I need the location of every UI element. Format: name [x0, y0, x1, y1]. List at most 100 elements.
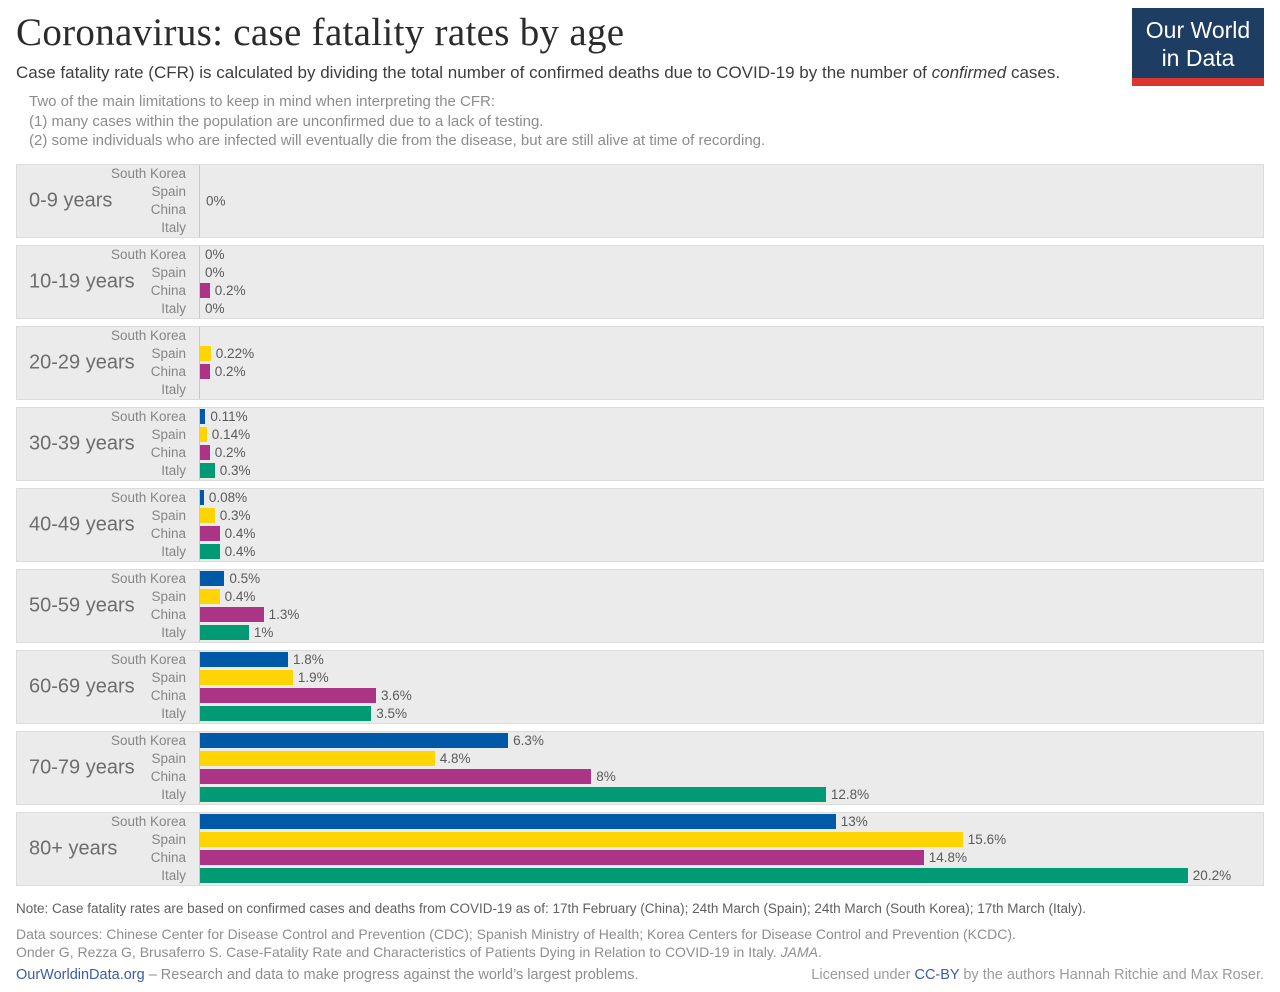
axis-line [199, 164, 200, 237]
bar-area: 13% [193, 813, 868, 831]
axis-line [199, 569, 200, 642]
bar-area: 3.5% [193, 705, 407, 723]
axis-line [199, 326, 200, 399]
bar-row-italy: Italy 12.8% [17, 786, 1263, 804]
country-label: Italy [161, 382, 186, 397]
citation-text: Onder G, Rezza G, Brusaferro S. Case-Fat… [16, 943, 781, 960]
bar-spain [200, 832, 963, 847]
footer-bottom-row: OurWorldinData.org – Research and data t… [16, 967, 1264, 983]
bar-row-italy: Italy [17, 381, 1263, 399]
data-sources-line: Data sources: Chinese Center for Disease… [16, 925, 1016, 942]
bar-area: 0.2% [193, 363, 246, 381]
age-group-label: 80+ years [29, 837, 118, 859]
footnote: Note: Case fatality rates are based on c… [16, 900, 1086, 916]
bar-row-china: China 0.4% [17, 525, 1263, 543]
ccby-link[interactable]: CC-BY [914, 966, 960, 983]
country-label: Italy [161, 868, 186, 883]
axis-line [199, 245, 200, 318]
bar-row-spain: Spain 0.14% [17, 426, 1263, 444]
country-label: China [150, 688, 186, 703]
bar-spain [200, 751, 435, 766]
age-group-10-19-years: 10-19 years South Korea 0% Spain 0% China 0.2%… [16, 244, 1264, 319]
country-label: Spain [151, 346, 186, 361]
chart-area: 0-9 years South Korea Spain China Italy 0% 10-… [16, 163, 1264, 886]
country-label: China [150, 364, 186, 379]
bar-area: 0.3% [193, 462, 250, 480]
owid-logo[interactable]: Our World in Data [1132, 8, 1264, 86]
value-label: 8% [596, 769, 616, 784]
bar-row-china: China 3.6% [17, 687, 1263, 705]
bar-area [193, 219, 200, 237]
bar-row-italy: Italy 0.4% [17, 543, 1263, 561]
bar-area: 1.3% [193, 606, 299, 624]
bar-row-italy: Italy [17, 219, 1263, 237]
age-group-label: 0-9 years [29, 189, 113, 211]
bar-row-china: China [17, 201, 1263, 219]
bar-china [200, 688, 376, 703]
bar-south-korea [200, 490, 204, 505]
age-group-label: 50-59 years [29, 594, 135, 616]
limitation-line-1: Two of the main limitations to keep in m… [29, 93, 496, 110]
age-group-20-29-years: 20-29 years South Korea Spain 0.22% China 0.2… [16, 325, 1264, 400]
bar-area: 8% [193, 768, 616, 786]
limitation-line-3: (2) some individuals who are infected wi… [29, 132, 766, 149]
bar-row-south-korea: South Korea 0.5% [17, 570, 1263, 588]
country-label: China [150, 283, 186, 298]
value-label: 3.5% [376, 706, 407, 721]
value-label: 0.2% [214, 283, 246, 298]
bar-china [200, 364, 210, 379]
footer: Note: Case fatality rates are based on c… [16, 901, 1264, 983]
bar-area: 15.6% [193, 831, 1006, 849]
age-group-50-59-years: 50-59 years South Korea 0.5% Spain 0.4% China… [16, 568, 1264, 643]
age-group-60-69-years: 60-69 years South Korea 1.8% Spain 1.9% China… [16, 649, 1264, 724]
value-label: 14.8% [928, 850, 967, 865]
axis-line [199, 407, 200, 480]
bar-china [200, 607, 264, 622]
axis-line [199, 488, 200, 561]
bar-area: 1.8% [193, 651, 324, 669]
owid-logo-line1: Our World [1145, 17, 1251, 43]
bar-row-spain: Spain 4.8% [17, 750, 1263, 768]
value-label: 0% [205, 301, 225, 316]
bar-rows: South Korea Spain 0.22% China 0.2% Italy [17, 327, 1263, 399]
bar-spain [200, 346, 211, 361]
bar-area: 12.8% [193, 786, 869, 804]
age-group-30-39-years: 30-39 years South Korea 0.11% Spain 0.14% Chi… [16, 406, 1264, 481]
country-label: China [150, 850, 186, 865]
bar-italy [200, 544, 220, 559]
value-label: 20.2% [1192, 868, 1232, 883]
value-label: 0.11% [210, 409, 248, 424]
country-label: China [150, 526, 186, 541]
value-label: 0.4% [224, 526, 256, 541]
bar-row-china: China 0.2% [17, 282, 1263, 300]
owid-link[interactable]: OurWorldinData.org [16, 966, 145, 983]
country-label: Italy [161, 220, 186, 235]
country-label: Spain [151, 670, 186, 685]
country-label: Italy [161, 787, 186, 802]
country-label: Spain [151, 427, 186, 442]
country-label: South Korea [110, 166, 186, 181]
owid-logo-line2: in Data [1161, 45, 1235, 71]
bar-area [193, 327, 200, 345]
country-label: Spain [151, 751, 186, 766]
bar-row-spain: Spain 0.22% [17, 345, 1263, 363]
bar-area: 6.3% [193, 732, 544, 750]
license-suffix: by the authors Hannah Ritchie and Max Ro… [959, 966, 1264, 983]
bar-area: 3.6% [193, 687, 412, 705]
value-label: 13% [840, 814, 868, 829]
country-label: Italy [161, 463, 186, 478]
header: Coronavirus: case fatality rates by age … [16, 0, 1264, 151]
country-label: Spain [151, 265, 186, 280]
bar-area: 1.9% [193, 669, 329, 687]
bar-row-italy: Italy 1% [17, 624, 1263, 642]
bar-row-south-korea: South Korea 0% [17, 246, 1263, 264]
country-label: Spain [151, 184, 186, 199]
bar-spain [200, 670, 293, 685]
age-group-label: 20-29 years [29, 351, 135, 373]
country-label: South Korea [110, 814, 186, 829]
bar-area: 0.4% [193, 543, 255, 561]
bar-italy [200, 625, 249, 640]
bar-rows: South Korea 13% Spain 15.6% China 14.8% Italy 2… [17, 813, 1263, 885]
bar-area: 0% [193, 246, 225, 264]
bar-area: 0% [193, 300, 225, 318]
